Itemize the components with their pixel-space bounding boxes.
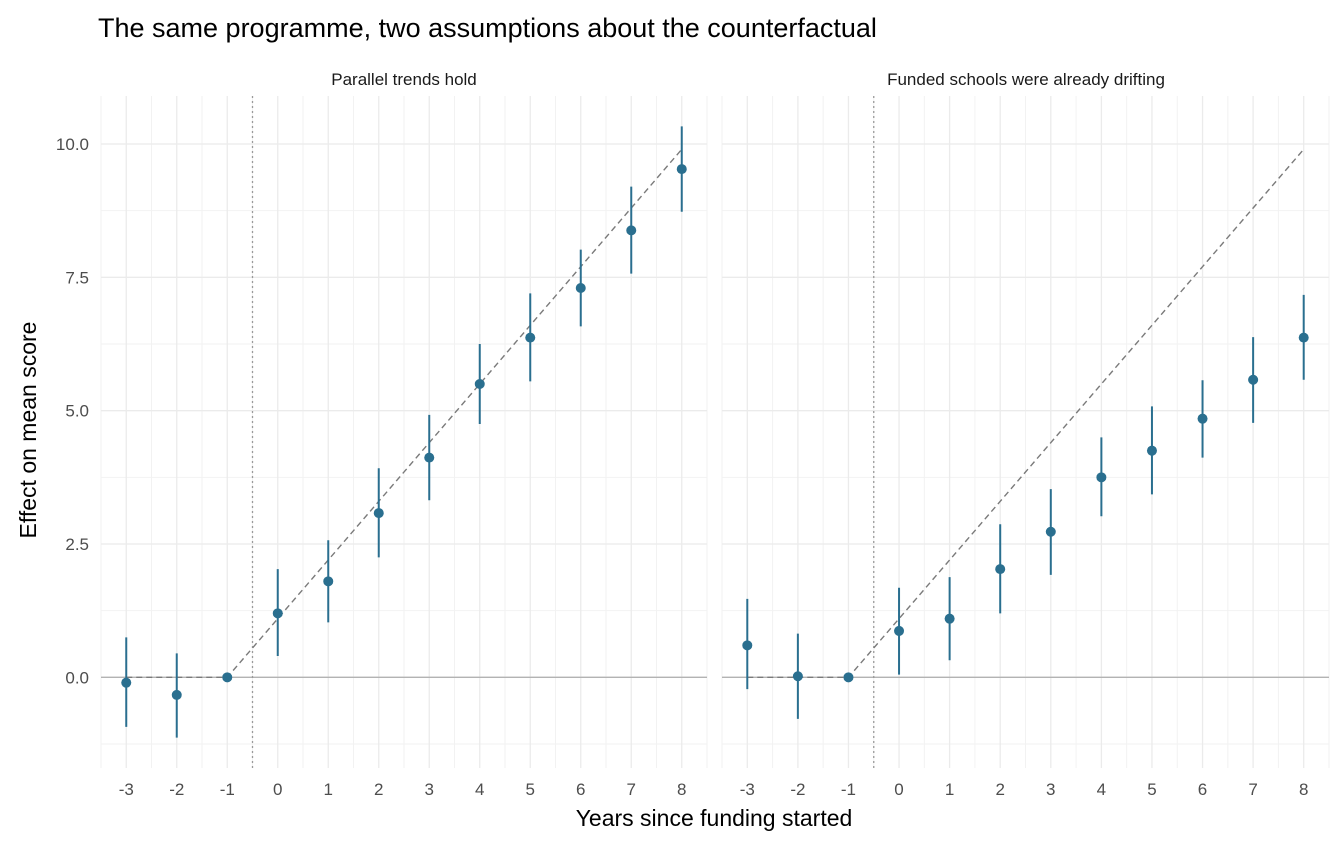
data-point — [843, 672, 854, 683]
data-point — [1197, 413, 1208, 424]
data-point — [626, 225, 637, 236]
x-tick-label: 5 — [526, 780, 535, 799]
x-tick-label: 2 — [995, 780, 1004, 799]
data-point — [1248, 374, 1259, 385]
data-point — [323, 576, 334, 587]
y-tick-label: 5.0 — [65, 402, 89, 421]
x-axis-title: Years since funding started — [576, 805, 853, 831]
data-point — [525, 332, 536, 343]
x-tick-label: 4 — [1097, 780, 1106, 799]
data-point — [121, 677, 132, 688]
x-tick-labels: -3 -2 -1 0 1 2 3 4 5 6 7 8 — [119, 780, 687, 799]
panel-parallel-trends: Parallel trends hold -3 -2 -1 0 1 2 3 4 5 6 7 8 — [100, 70, 708, 799]
x-tick-label: -2 — [169, 780, 184, 799]
data-point — [272, 608, 283, 619]
y-tick-labels: 0.0 2.5 5.0 7.5 10.0 — [56, 135, 89, 687]
data-point — [222, 672, 233, 683]
x-tick-label: 8 — [1299, 780, 1308, 799]
x-tick-labels: -3 -2 -1 0 1 2 3 4 5 6 7 8 — [740, 780, 1309, 799]
data-point — [474, 379, 485, 389]
chart-title: The same programme, two assumptions abou… — [98, 13, 877, 43]
x-tick-label: 6 — [576, 780, 585, 799]
x-tick-label: 0 — [273, 780, 282, 799]
x-tick-label: -1 — [220, 780, 235, 799]
data-point — [1298, 332, 1309, 343]
x-tick-label: -3 — [740, 780, 755, 799]
x-tick-label: 4 — [475, 780, 484, 799]
panel-strip-label: Parallel trends hold — [331, 70, 477, 89]
x-tick-label: 1 — [945, 780, 954, 799]
panel-grid — [100, 96, 708, 768]
panel-strip-label: Funded schools were already drifting — [887, 70, 1165, 89]
data-point — [894, 625, 905, 636]
x-tick-label: -3 — [119, 780, 134, 799]
y-axis-title: Effect on mean score — [15, 322, 41, 539]
y-tick-label: 7.5 — [65, 268, 89, 287]
data-point — [944, 613, 955, 624]
data-point — [1146, 445, 1157, 456]
panel-marks — [121, 126, 687, 738]
data-point — [575, 283, 586, 293]
x-tick-label: 7 — [627, 780, 636, 799]
y-tick-label: 10.0 — [56, 135, 89, 154]
true-effect-line — [126, 148, 683, 679]
x-tick-label: 3 — [425, 780, 434, 799]
x-tick-label: 3 — [1046, 780, 1055, 799]
x-tick-label: -2 — [790, 780, 805, 799]
true-effect-line — [747, 148, 1305, 679]
data-point — [792, 671, 803, 682]
panel-marks — [742, 148, 1309, 719]
y-tick-label: 0.0 — [65, 668, 89, 687]
data-point — [676, 164, 687, 175]
data-point — [995, 564, 1006, 575]
x-tick-label: 8 — [677, 780, 686, 799]
data-point — [1045, 526, 1056, 537]
x-tick-label: 5 — [1147, 780, 1156, 799]
panel-already-drifting: Funded schools were already drifting -3-… — [721, 70, 1330, 799]
data-point — [1096, 472, 1107, 483]
x-tick-label: 7 — [1248, 780, 1257, 799]
y-tick-label: 2.5 — [65, 535, 89, 554]
data-point — [424, 452, 435, 463]
x-tick-label: 1 — [324, 780, 333, 799]
x-tick-label: 0 — [894, 780, 903, 799]
panel-grid — [721, 96, 1330, 768]
x-tick-label: 2 — [374, 780, 383, 799]
x-tick-label: -1 — [841, 780, 856, 799]
data-point — [373, 508, 384, 519]
x-tick-label: 6 — [1198, 780, 1207, 799]
data-point — [742, 640, 753, 651]
data-point — [171, 689, 182, 700]
